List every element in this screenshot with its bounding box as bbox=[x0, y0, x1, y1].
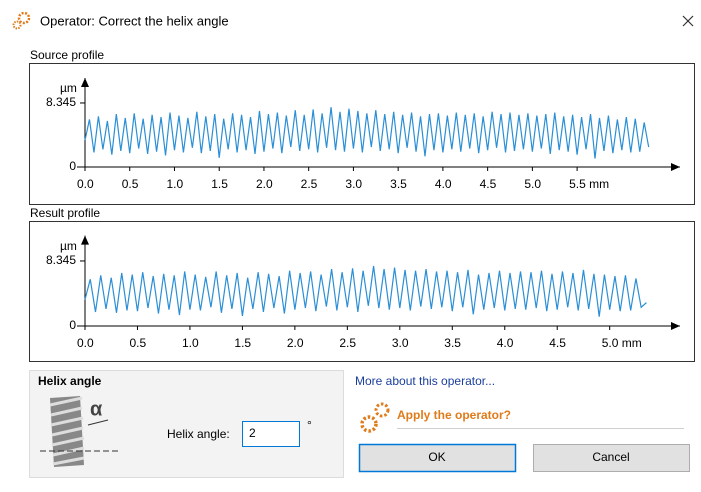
x-tick-label: 3.0 bbox=[392, 336, 409, 350]
x-tick-label: 2.0 bbox=[287, 336, 304, 350]
x-tick-label: 1.0 bbox=[182, 336, 199, 350]
y-axis-label: µm bbox=[60, 81, 77, 95]
x-tick-label: 0.5 bbox=[129, 336, 146, 350]
x-tick-label: 2.5 bbox=[301, 177, 318, 191]
x-tick-label: 5.0 mm bbox=[602, 336, 642, 350]
y-tick-label: 0 bbox=[69, 318, 76, 332]
field-label: Helix angle: bbox=[167, 427, 230, 441]
y-tick-label: 8.345 bbox=[46, 253, 76, 267]
x-tick-label: 4.0 bbox=[435, 177, 452, 191]
x-tick-label: 2.0 bbox=[256, 177, 273, 191]
y-axis-label: µm bbox=[60, 239, 77, 253]
ok-label: OK bbox=[428, 450, 445, 464]
angle-value: 2 bbox=[249, 426, 256, 440]
x-tick-label: 5.0 bbox=[524, 177, 541, 191]
x-tick-label: 4.5 bbox=[549, 336, 566, 350]
y-tick-label: 0 bbox=[69, 159, 76, 173]
x-tick-label: 4.0 bbox=[497, 336, 514, 350]
unit-label: ° bbox=[307, 418, 312, 432]
x-tick-label: 2.5 bbox=[339, 336, 356, 350]
cancel-label: Cancel bbox=[592, 450, 629, 464]
x-tick-label: 3.0 bbox=[345, 177, 362, 191]
x-tick-label: 0.5 bbox=[122, 177, 139, 191]
x-tick-label: 4.5 bbox=[480, 177, 497, 191]
page: Operator: Correct the helix angle Helix … bbox=[0, 0, 701, 492]
x-tick-label: 5.5 mm bbox=[569, 177, 609, 191]
window-title: Operator: Correct the helix angle bbox=[40, 13, 229, 28]
x-tick-label: 1.5 bbox=[234, 336, 251, 350]
apply-prompt: Apply the operator? bbox=[397, 408, 511, 422]
x-tick-label: 1.5 bbox=[211, 177, 228, 191]
chart-title: Source profile bbox=[30, 48, 104, 62]
x-tick-label: 1.0 bbox=[166, 177, 183, 191]
chart-title: Result profile bbox=[30, 206, 100, 220]
x-tick-label: 0.0 bbox=[77, 336, 94, 350]
group-title: Helix angle bbox=[38, 374, 102, 388]
help-link[interactable]: More about this operator... bbox=[355, 374, 495, 388]
x-tick-label: 3.5 bbox=[390, 177, 407, 191]
dialog: Operator: Correct the helix angle Helix … bbox=[0, 0, 701, 492]
helix-icon-label: α bbox=[90, 398, 103, 420]
x-tick-label: 0.0 bbox=[77, 177, 94, 191]
x-tick-label: 3.5 bbox=[444, 336, 461, 350]
y-tick-label: 8.345 bbox=[46, 95, 76, 109]
